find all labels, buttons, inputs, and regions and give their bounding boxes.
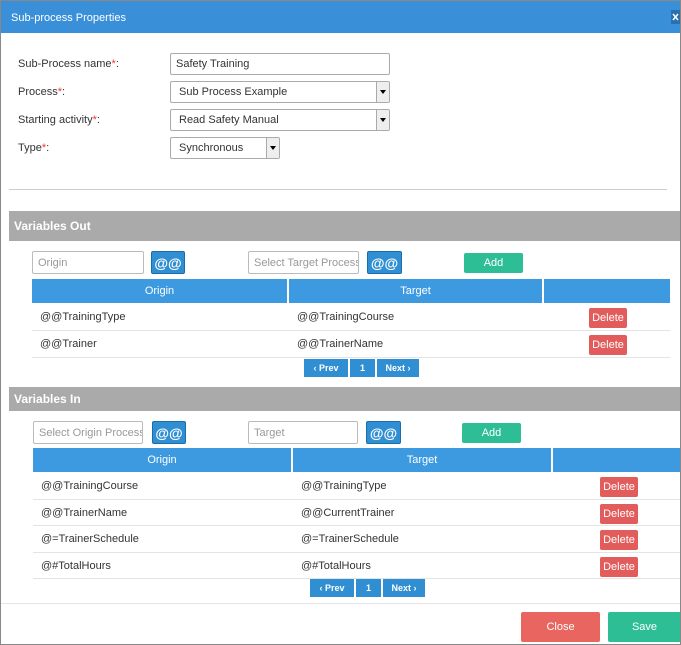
pagination-button[interactable]: Next › xyxy=(383,579,426,597)
delete-button[interactable]: Delete xyxy=(600,477,638,497)
select[interactable]: Read Safety Manual xyxy=(170,109,390,131)
pagination-button[interactable]: 1 xyxy=(356,579,382,597)
target-cell: @@TrainingCourse xyxy=(297,311,395,323)
row-separator xyxy=(32,304,670,331)
origin-cell: @@TrainerName xyxy=(41,506,128,519)
label-text: Sub-Process name xyxy=(18,58,112,70)
select-arrow[interactable] xyxy=(376,110,389,130)
label-text: Process xyxy=(18,86,58,98)
pagination-button[interactable]: Next › xyxy=(377,359,420,377)
variable-button[interactable]: @@ xyxy=(152,421,186,444)
field-label: Type*: xyxy=(18,142,49,154)
save-button[interactable]: Save xyxy=(608,612,680,642)
variable-button[interactable]: @@ xyxy=(151,251,185,274)
field-label: Process*: xyxy=(18,86,65,98)
origin-cell: @#TotalHours xyxy=(41,559,111,572)
close-button[interactable]: Close xyxy=(521,612,600,642)
close-icon[interactable] xyxy=(671,10,680,24)
delete-button[interactable]: Delete xyxy=(600,503,638,524)
label-colon: : xyxy=(115,58,119,70)
row-separator xyxy=(33,500,680,526)
origin-input[interactable]: Origin xyxy=(32,251,144,274)
delete-button[interactable]: Delete xyxy=(589,335,627,355)
row-separator xyxy=(33,553,680,579)
field-label: Starting activity*: xyxy=(18,114,100,126)
origin-cell: @@TrainingType xyxy=(40,311,126,323)
select-arrow[interactable] xyxy=(376,82,389,102)
required-mark: * xyxy=(92,114,97,126)
required-mark: * xyxy=(41,142,47,154)
column-header: Origin xyxy=(32,279,287,303)
target-cell: @@TrainerName xyxy=(297,338,384,350)
add-button[interactable]: Add xyxy=(462,423,521,443)
label-colon: : xyxy=(46,142,50,154)
select[interactable]: Synchronous xyxy=(170,137,280,159)
target-cell: @=TrainerSchedule xyxy=(301,533,399,545)
column-header: Target xyxy=(293,448,551,472)
separator xyxy=(9,189,667,190)
target-cell: @#TotalHours xyxy=(301,559,371,572)
field-label: Sub-Process name*: xyxy=(18,58,119,70)
pagination-button[interactable]: ‹ Prev xyxy=(310,579,355,597)
column-header: Origin xyxy=(33,448,291,472)
column-header: Target xyxy=(289,279,542,303)
target-cell: @@CurrentTrainer xyxy=(301,506,395,519)
origin-cell: @=TrainerSchedule xyxy=(41,533,139,545)
row-separator xyxy=(33,526,680,553)
delete-button[interactable]: Delete xyxy=(600,556,638,577)
section-header: Variables In xyxy=(9,387,680,411)
target-cell: @@TrainingType xyxy=(301,480,387,492)
label-colon: : xyxy=(62,86,66,98)
origin-cell: @@TrainingCourse xyxy=(41,480,139,492)
column-header xyxy=(553,448,680,472)
select[interactable]: Sub Process Example xyxy=(170,81,390,103)
footer-separator xyxy=(1,603,680,604)
label-text: Starting activity xyxy=(18,114,93,126)
column-header xyxy=(544,279,670,303)
add-button[interactable]: Add xyxy=(464,253,523,273)
required-mark: * xyxy=(111,58,116,70)
required-mark: * xyxy=(57,86,63,98)
variable-button[interactable]: @@ xyxy=(366,421,401,444)
target-input[interactable]: Select Target Process xyxy=(248,251,359,274)
label-text: Type xyxy=(18,142,42,154)
select-arrow[interactable] xyxy=(266,138,279,158)
label-colon: : xyxy=(96,114,100,126)
pagination-button[interactable]: 1 xyxy=(350,359,376,377)
text-input[interactable]: Safety Training xyxy=(170,53,390,75)
pagination-button[interactable]: ‹ Prev xyxy=(304,359,349,377)
section-header: Variables Out xyxy=(9,211,680,241)
origin-cell: @@Trainer xyxy=(40,338,97,350)
row-separator xyxy=(32,331,670,358)
origin-input[interactable]: Select Origin Process xyxy=(33,421,143,444)
variable-button[interactable]: @@ xyxy=(367,251,402,274)
row-separator xyxy=(33,473,680,500)
target-input[interactable]: Target xyxy=(248,421,358,444)
dialog-title: Sub-process Properties xyxy=(1,1,680,33)
delete-button[interactable]: Delete xyxy=(600,530,638,550)
delete-button[interactable]: Delete xyxy=(589,308,627,328)
